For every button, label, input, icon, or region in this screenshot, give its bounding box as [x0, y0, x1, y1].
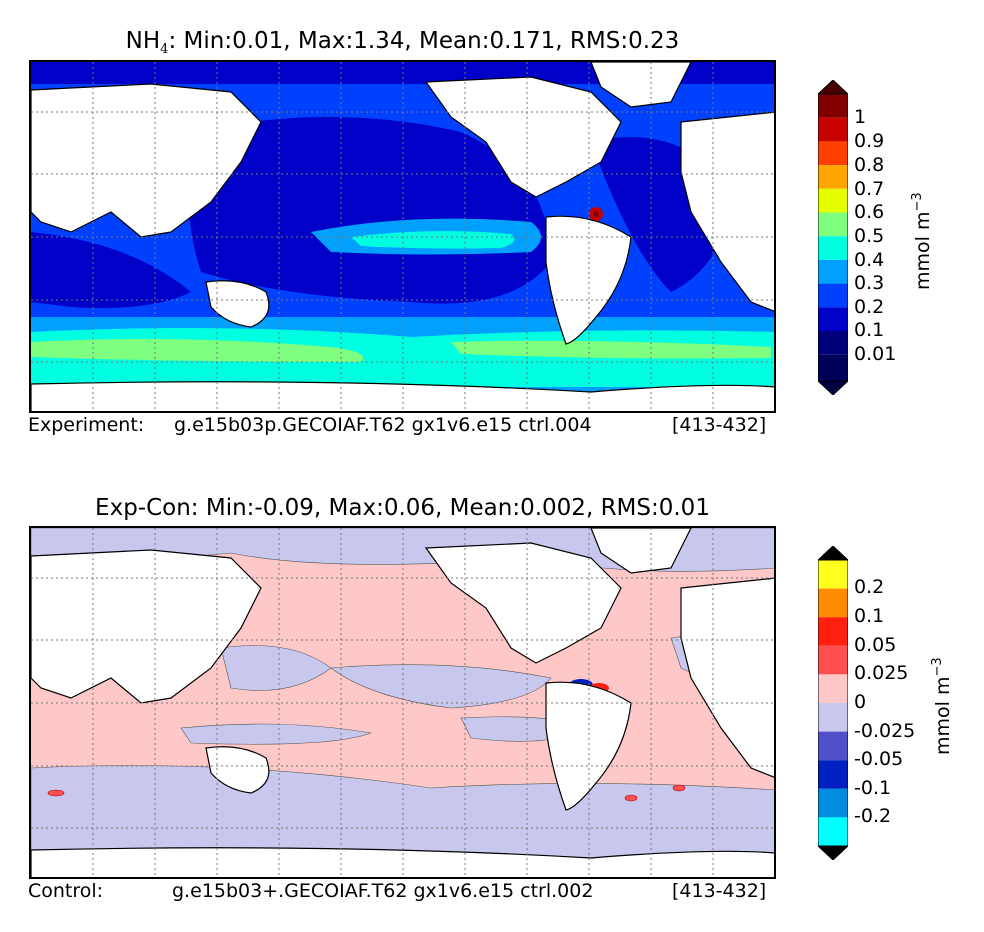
land-masses-bottom: [31, 528, 774, 877]
eq-band-2: [351, 231, 515, 249]
bottom-cb-label-4: 0.025: [854, 662, 909, 684]
top-colorbar-svg: [816, 79, 850, 396]
top-colorbar-unit: mmol m−3: [910, 192, 934, 290]
top-cb-label-5: 0.6: [854, 201, 885, 223]
bottom-colorbar-svg: [816, 545, 850, 861]
top-cb-label-6: 0.5: [854, 225, 885, 247]
bottom-colorbar: [816, 545, 850, 861]
top-map: [29, 60, 776, 413]
bottom-caption-years: [413-432]: [672, 880, 767, 902]
top-caption-experiment: g.e15b03p.GECOIAF.T62 gx1v6.e15 ctrl.004: [174, 414, 592, 436]
top-cb-label-7: 0.4: [854, 249, 885, 271]
bottom-cb-label-5: 0: [854, 691, 867, 713]
bottom-caption-control: g.e15b03+.GECOIAF.T62 gx1v6.e15 ctrl.002: [172, 880, 594, 902]
top-caption-left: Experiment:: [28, 414, 145, 436]
top-cb-label-9: 0.2: [854, 296, 885, 318]
top-cb-label-3: 0.8: [854, 154, 885, 176]
graticule: [31, 62, 774, 411]
land-masses: [31, 62, 774, 411]
top-cb-label-1: 1: [854, 106, 867, 128]
bottom-cb-label-9: -0.2: [854, 805, 892, 827]
top-colorbar: [816, 79, 850, 396]
top-cb-label-2: 0.9: [854, 130, 885, 152]
indian-low: [31, 232, 191, 308]
bottom-map-title: Exp-Con: Min:-0.09, Max:0.06, Mean:0.002…: [95, 495, 710, 521]
southern-band-3: [31, 338, 363, 362]
top-cb-label-10: 0.1: [854, 319, 885, 341]
bottom-colorbar-unit: mmol m−3: [930, 657, 954, 755]
top-map-title: NH4: Min:0.01, Max:1.34, Mean:0.171, RMS…: [125, 28, 680, 57]
bottom-cb-label-6: -0.025: [854, 720, 916, 742]
top-map-plot: [31, 62, 774, 411]
top-cb-label-11: 0.01: [854, 343, 897, 365]
australia: [205, 280, 270, 328]
top-caption-years: [413-432]: [672, 414, 767, 436]
bottom-map: [29, 526, 776, 879]
bottom-caption-left: Control:: [28, 880, 104, 902]
graticule-bottom: [31, 528, 774, 877]
bottom-map-plot: [31, 528, 774, 877]
asia: [31, 83, 262, 238]
south-america: [545, 215, 632, 345]
southern-band-4: [451, 340, 771, 359]
bottom-cb-label-8: -0.1: [854, 777, 892, 799]
top-cb-label-4: 0.7: [854, 178, 885, 200]
bottom-cb-label-3: 0.05: [854, 634, 897, 656]
africa-europe: [680, 111, 774, 312]
bottom-cb-label-1: 0.2: [854, 576, 885, 598]
bottom-cb-label-2: 0.1: [854, 605, 885, 627]
north-america: [424, 76, 622, 198]
top-cb-label-8: 0.3: [854, 272, 885, 294]
greenland: [590, 62, 692, 108]
bottom-cb-label-7: -0.05: [854, 748, 904, 770]
